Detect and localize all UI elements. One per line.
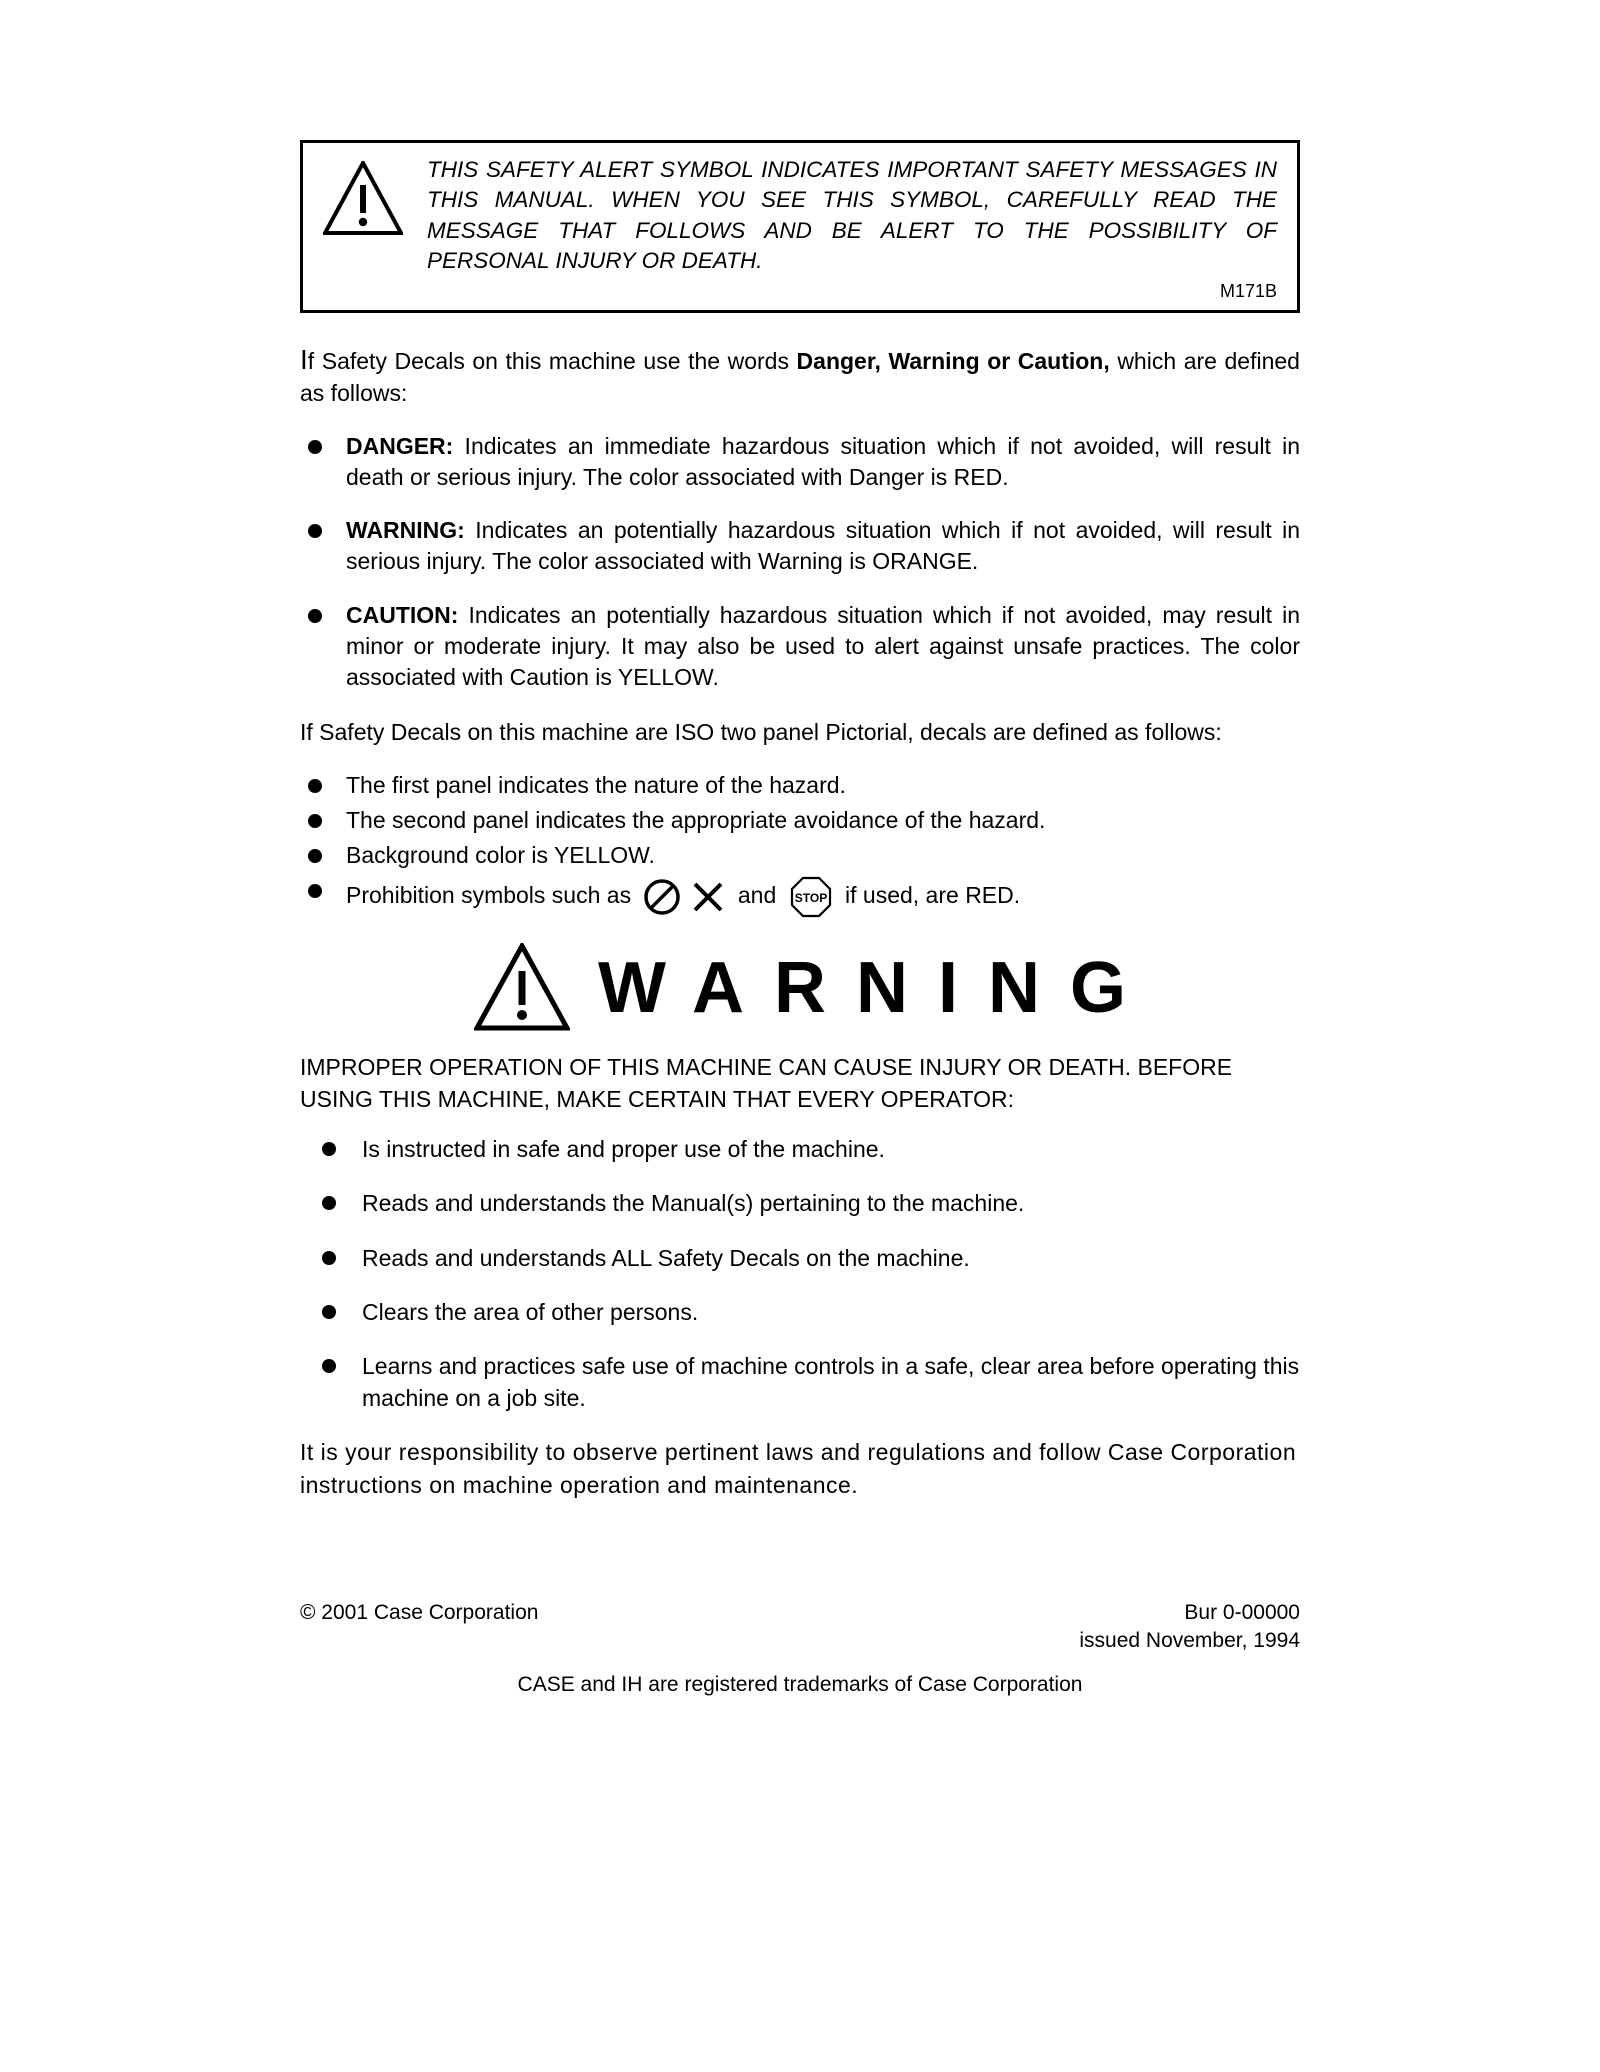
- page-footer: © 2001 Case Corporation Bur 0-00000 issu…: [300, 1601, 1300, 1697]
- desc-danger: Indicates an immediate hazardous situati…: [346, 433, 1300, 490]
- no-circle-icon: [643, 878, 681, 916]
- warning-list: Is instructed in safe and proper use of …: [322, 1133, 1300, 1414]
- list-item: Clears the area of other persons.: [322, 1296, 1300, 1328]
- list-item: Reads and understands ALL Safety Decals …: [322, 1242, 1300, 1274]
- intro-firstcap: I: [300, 344, 308, 375]
- x-icon: [691, 880, 725, 914]
- intro-paragraph: If Safety Decals on this machine use the…: [300, 341, 1300, 410]
- list-item: Background color is YELLOW.: [300, 840, 1300, 871]
- desc-warning: Indicates an potentially hazardous situa…: [346, 517, 1300, 574]
- list-item: Prohibition symbols such as and STOP if …: [300, 875, 1300, 919]
- trademark-text: CASE and IH are registered trademarks of…: [300, 1673, 1300, 1697]
- iso-list: The first panel indicates the nature of …: [300, 770, 1300, 919]
- stop-text: STOP: [794, 891, 826, 905]
- prohibition-mid: and: [738, 882, 776, 908]
- list-item: Reads and understands the Manual(s) pert…: [322, 1187, 1300, 1219]
- copyright-text: © 2001 Case Corporation: [300, 1601, 538, 1625]
- intro-text-1: f Safety Decals on this machine use the …: [308, 348, 797, 374]
- prohibition-prefix: Prohibition symbols such as: [346, 882, 631, 908]
- term-danger: DANGER:: [346, 433, 453, 459]
- iso-intro: If Safety Decals on this machine are ISO…: [300, 717, 1300, 748]
- issued-date: issued November, 1994: [300, 1629, 1300, 1653]
- stop-octagon-icon: STOP: [789, 875, 833, 919]
- warning-intro: IMPROPER OPERATION OF THIS MACHINE CAN C…: [300, 1051, 1300, 1115]
- term-caution: CAUTION:: [346, 602, 458, 628]
- intro-bold: Danger, Warning or Caution,: [797, 348, 1110, 374]
- term-warning: WARNING:: [346, 517, 465, 543]
- list-item: The second panel indicates the appropria…: [300, 805, 1300, 836]
- list-item: The first panel indicates the nature of …: [300, 770, 1300, 801]
- list-item: DANGER: Indicates an immediate hazardous…: [300, 431, 1300, 493]
- list-item: Is instructed in safe and proper use of …: [322, 1133, 1300, 1165]
- warning-heading: WARNING: [300, 943, 1300, 1033]
- prohibition-suffix: if used, are RED.: [845, 882, 1020, 908]
- safety-alert-text: THIS SAFETY ALERT SYMBOL INDICATES IMPOR…: [427, 155, 1277, 277]
- warning-triangle-icon: [323, 161, 403, 237]
- safety-alert-box: THIS SAFETY ALERT SYMBOL INDICATES IMPOR…: [300, 140, 1300, 313]
- responsibility-paragraph: It is your responsibility to observe per…: [300, 1436, 1300, 1500]
- list-item: WARNING: Indicates an potentially hazard…: [300, 515, 1300, 577]
- list-item: CAUTION: Indicates an potentially hazard…: [300, 600, 1300, 693]
- safety-alert-code: M171B: [427, 281, 1277, 302]
- desc-caution: Indicates an potentially hazardous situa…: [346, 602, 1300, 690]
- list-item: Learns and practices safe use of machine…: [322, 1350, 1300, 1414]
- definition-list: DANGER: Indicates an immediate hazardous…: [300, 431, 1300, 692]
- bur-number: Bur 0-00000: [1184, 1601, 1300, 1625]
- warning-triangle-icon: [474, 943, 570, 1033]
- warning-title: WARNING: [598, 947, 1156, 1029]
